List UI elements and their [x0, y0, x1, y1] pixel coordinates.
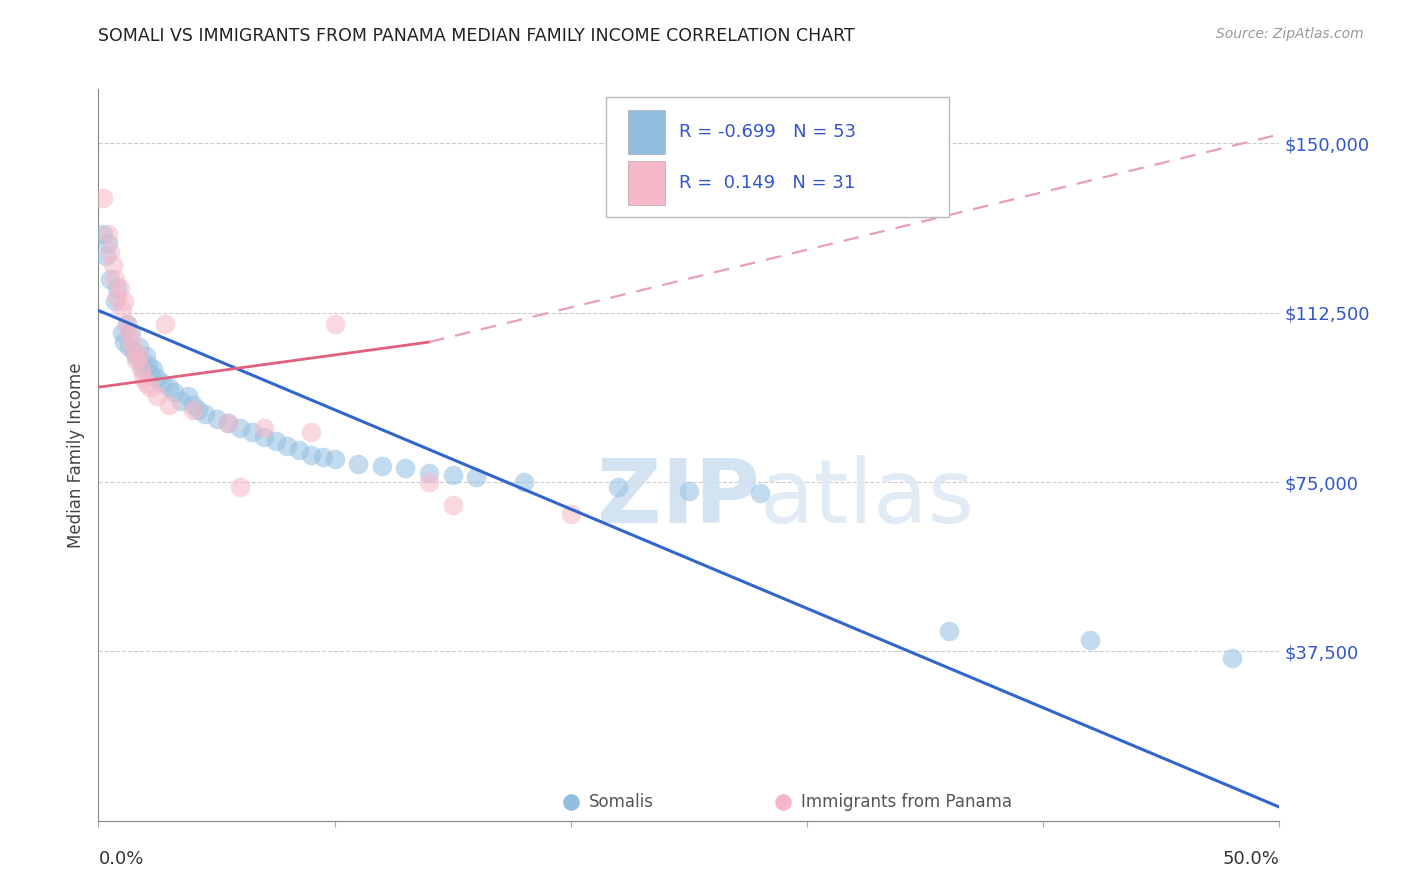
Point [276, 439, 298, 453]
Text: ZIP: ZIP [598, 455, 759, 542]
Point [111, 326, 134, 340]
Point [153, 317, 176, 331]
Point [418, 475, 440, 489]
FancyBboxPatch shape [627, 161, 665, 205]
Point [132, 371, 155, 385]
Point [181, 398, 204, 412]
Point [299, 448, 322, 462]
Point [217, 417, 239, 431]
Point [112, 334, 135, 349]
Point [253, 430, 276, 444]
Point [512, 475, 534, 489]
Point [129, 353, 152, 368]
Point [187, 402, 209, 417]
Point [217, 417, 239, 431]
Point [146, 371, 169, 385]
Point [132, 362, 155, 376]
Point [125, 349, 148, 363]
Point [229, 479, 252, 493]
Point [125, 353, 148, 368]
Point [150, 376, 173, 390]
Point [121, 334, 143, 349]
Point [135, 349, 157, 363]
Point [128, 340, 150, 354]
Point [938, 624, 960, 638]
Point [98, 244, 121, 259]
Text: atlas: atlas [759, 455, 974, 542]
Point [112, 294, 135, 309]
Point [97, 235, 120, 250]
Point [312, 450, 335, 465]
Point [240, 425, 263, 440]
Point [97, 227, 120, 241]
Point [299, 425, 322, 440]
Point [91, 190, 114, 204]
Point [465, 470, 488, 484]
Point [748, 486, 770, 500]
Point [157, 398, 180, 412]
Point [1220, 651, 1243, 665]
Point [418, 466, 440, 480]
Point [205, 412, 228, 426]
Point [129, 362, 152, 376]
Point [229, 421, 252, 435]
Point [170, 393, 193, 408]
Point [104, 294, 127, 309]
Text: 0.0%: 0.0% [98, 850, 143, 868]
Point [1080, 633, 1102, 648]
Point [115, 317, 138, 331]
Point [607, 479, 630, 493]
Point [108, 281, 131, 295]
Y-axis label: Median Family Income: Median Family Income [67, 362, 86, 548]
Text: Immigrants from Panama: Immigrants from Panama [801, 793, 1012, 812]
Point [264, 434, 287, 449]
Point [105, 290, 128, 304]
Point [1032, 814, 1054, 828]
Point [347, 457, 370, 471]
Point [118, 340, 141, 354]
FancyBboxPatch shape [606, 96, 949, 218]
Point [142, 362, 165, 376]
Point [101, 258, 124, 272]
Point [115, 317, 138, 331]
Point [441, 498, 464, 512]
Point [98, 272, 121, 286]
Point [441, 468, 464, 483]
Point [288, 443, 311, 458]
Point [128, 349, 150, 363]
Point [163, 384, 186, 399]
Point [105, 281, 128, 295]
Point [139, 380, 162, 394]
Text: Somalis: Somalis [589, 793, 654, 812]
Point [678, 483, 700, 498]
Text: Source: ZipAtlas.com: Source: ZipAtlas.com [1216, 27, 1364, 41]
Point [194, 407, 217, 421]
Point [371, 459, 394, 474]
Point [177, 389, 200, 403]
Point [181, 402, 204, 417]
Point [122, 344, 145, 359]
Point [122, 344, 145, 359]
FancyBboxPatch shape [627, 110, 665, 153]
Text: R = -0.699   N = 53: R = -0.699 N = 53 [679, 122, 856, 141]
Point [104, 272, 127, 286]
Point [118, 326, 141, 340]
Point [157, 380, 180, 394]
Text: SOMALI VS IMMIGRANTS FROM PANAMA MEDIAN FAMILY INCOME CORRELATION CHART: SOMALI VS IMMIGRANTS FROM PANAMA MEDIAN … [98, 27, 855, 45]
Point [139, 367, 162, 381]
Point [146, 389, 169, 403]
Point [560, 507, 582, 521]
Point [136, 358, 159, 372]
Point [394, 461, 416, 475]
Point [253, 421, 276, 435]
Point [323, 452, 346, 467]
Point [91, 227, 114, 241]
Text: 50.0%: 50.0% [1223, 850, 1279, 868]
Point [323, 317, 346, 331]
Text: R =  0.149   N = 31: R = 0.149 N = 31 [679, 174, 856, 192]
Point [111, 303, 134, 318]
Point [121, 326, 143, 340]
Point [135, 376, 157, 390]
Point [94, 249, 117, 263]
